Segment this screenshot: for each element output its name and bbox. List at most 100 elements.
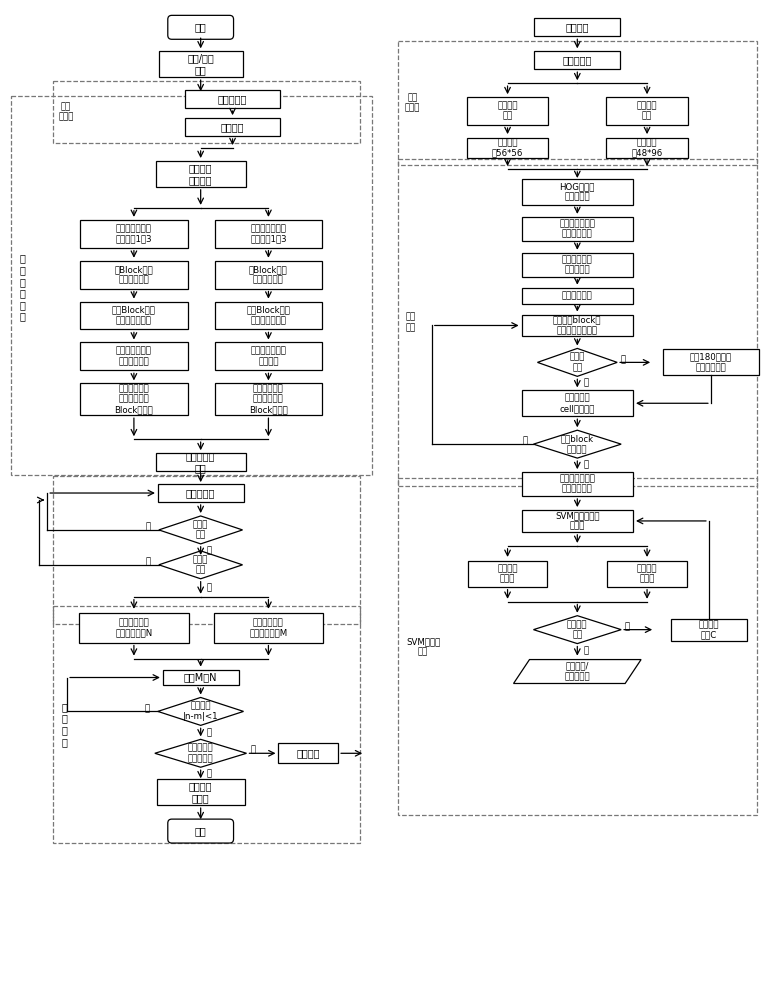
Text: 分类器预测: 分类器预测 <box>186 488 216 498</box>
Text: 所有block
计算完毕: 所有block 计算完毕 <box>560 434 594 454</box>
Polygon shape <box>533 616 621 644</box>
Text: 图像灰度化: 图像灰度化 <box>218 94 247 104</box>
Text: 图像
预处理: 图像 预处理 <box>58 102 73 122</box>
Bar <box>522 510 633 532</box>
Bar <box>215 220 322 248</box>
Text: 远程告警: 远程告警 <box>297 748 320 758</box>
Text: 投票分
双向: 投票分 双向 <box>570 353 585 372</box>
Bar <box>80 302 188 329</box>
Text: 远程告警
并抓拍: 远程告警 并抓拍 <box>189 781 213 803</box>
Text: 否: 否 <box>624 622 629 631</box>
Text: 目
标
快
速
检
测: 目 标 快 速 检 测 <box>19 254 26 322</box>
Text: 是: 是 <box>206 728 212 737</box>
Text: 否: 否 <box>250 746 256 755</box>
Text: 获得行人/
车辆分类器: 获得行人/ 车辆分类器 <box>564 662 590 681</box>
Bar <box>53 476 360 624</box>
Bar <box>215 302 322 329</box>
Bar <box>53 81 360 143</box>
Text: 样本灰度化: 样本灰度化 <box>563 55 592 65</box>
Text: 查找检测窗口
内覆盖的所有
Block的特征: 查找检测窗口 内覆盖的所有 Block的特征 <box>114 384 153 414</box>
Bar <box>80 261 188 289</box>
Bar <box>522 253 633 277</box>
Bar <box>534 18 620 36</box>
Text: 是: 是 <box>206 583 212 592</box>
Text: 是: 是 <box>206 546 212 555</box>
Text: 样本
预处理: 样本 预处理 <box>405 93 421 113</box>
Text: 检测到
车辆: 检测到 车辆 <box>193 555 209 575</box>
Text: 是: 是 <box>584 461 588 470</box>
Text: 特征提取
参数设置: 特征提取 参数设置 <box>189 163 213 185</box>
Bar <box>156 453 246 471</box>
Text: 行人检测区域划
分并编号1到3: 行人检测区域划 分并编号1到3 <box>116 224 152 243</box>
Text: 分类器参数
设置: 分类器参数 设置 <box>186 451 216 473</box>
FancyBboxPatch shape <box>168 819 233 843</box>
Text: 计算所有车辆
区域编号集合M: 计算所有车辆 区域编号集合M <box>250 618 288 637</box>
FancyBboxPatch shape <box>168 15 233 39</box>
Bar <box>278 743 338 763</box>
Bar <box>608 561 687 587</box>
Bar <box>398 159 757 486</box>
Text: 开始: 开始 <box>195 22 206 32</box>
Bar <box>671 619 747 641</box>
Text: 存在编号
|n-m|<1: 存在编号 |n-m|<1 <box>183 702 219 721</box>
Polygon shape <box>513 660 641 683</box>
Bar <box>158 51 243 77</box>
Text: SVM分类器
训练: SVM分类器 训练 <box>406 637 440 656</box>
Text: 否: 否 <box>146 557 151 566</box>
Text: 训练车辆
分类器: 训练车辆 分类器 <box>497 564 518 583</box>
Bar <box>468 561 547 587</box>
Text: 是: 是 <box>584 646 588 655</box>
Text: 特征
提取: 特征 提取 <box>406 313 416 332</box>
Polygon shape <box>537 348 617 376</box>
Bar <box>156 161 246 187</box>
Bar <box>522 472 633 496</box>
Polygon shape <box>155 739 247 767</box>
Bar <box>522 179 633 205</box>
Bar <box>185 90 281 108</box>
Bar <box>53 606 360 843</box>
Bar <box>534 51 620 69</box>
Text: 是: 是 <box>620 355 625 364</box>
Bar <box>606 97 688 125</box>
Text: 违
法
判
断: 违 法 判 断 <box>61 702 67 747</box>
Bar <box>80 342 188 370</box>
Text: 分别提取各
cell内直方图: 分别提取各 cell内直方图 <box>560 394 595 413</box>
Text: 车辆目标
裁剪: 车辆目标 裁剪 <box>497 101 518 121</box>
Bar <box>522 315 633 336</box>
Text: 尺寸缩放
为56*56: 尺寸缩放 为56*56 <box>492 138 523 158</box>
Bar <box>398 41 757 165</box>
Bar <box>79 613 189 643</box>
Text: 车辆检测区域划
分并编号1到3: 车辆检测区域划 分并编号1到3 <box>250 224 287 243</box>
Text: 提取Block特征
并建立特征索引: 提取Block特征 并建立特征索引 <box>247 306 291 325</box>
Text: 修改惩罚
因子C: 修改惩罚 因子C <box>699 620 719 639</box>
Bar <box>522 217 633 241</box>
Bar <box>80 220 188 248</box>
Bar <box>163 670 239 685</box>
Bar <box>80 383 188 415</box>
Polygon shape <box>158 516 243 544</box>
Text: 是: 是 <box>206 770 212 779</box>
Bar <box>467 97 548 125</box>
Text: 训练行人
分类器: 训练行人 分类器 <box>637 564 657 583</box>
Polygon shape <box>158 551 243 579</box>
Text: 用Block遍历
车辆检测区域: 用Block遍历 车辆检测区域 <box>249 265 288 284</box>
Bar <box>185 118 281 136</box>
Text: 满足精度
要求: 满足精度 要求 <box>567 620 587 639</box>
Text: 否: 否 <box>584 379 588 388</box>
Text: 查找检测窗口
内覆盖的所有
Block的特征: 查找检测窗口 内覆盖的所有 Block的特征 <box>249 384 288 414</box>
Text: 图像缩放: 图像缩放 <box>221 122 244 132</box>
Polygon shape <box>158 697 243 725</box>
Text: 检测到
行人: 检测到 行人 <box>193 520 209 540</box>
Text: 相隔180度两个
方向投票合并: 相隔180度两个 方向投票合并 <box>690 353 732 372</box>
Bar <box>522 390 633 416</box>
Text: 遍历所有block并
进行三维线性插值: 遍历所有block并 进行三维线性插值 <box>553 316 601 335</box>
Bar <box>606 138 688 158</box>
Text: 否: 否 <box>145 704 150 713</box>
Bar <box>663 349 758 375</box>
Text: HOG特征提
取参数设置: HOG特征提 取参数设置 <box>560 182 595 202</box>
Text: SVM分类器参数
初始化: SVM分类器参数 初始化 <box>555 511 600 531</box>
Text: 用检测窗口遍历
行人检测区域: 用检测窗口遍历 行人检测区域 <box>116 347 152 366</box>
Bar <box>398 478 757 815</box>
Polygon shape <box>533 430 621 458</box>
Text: 分别计算水平梯
度和垂直梯度: 分别计算水平梯 度和垂直梯度 <box>560 219 595 238</box>
